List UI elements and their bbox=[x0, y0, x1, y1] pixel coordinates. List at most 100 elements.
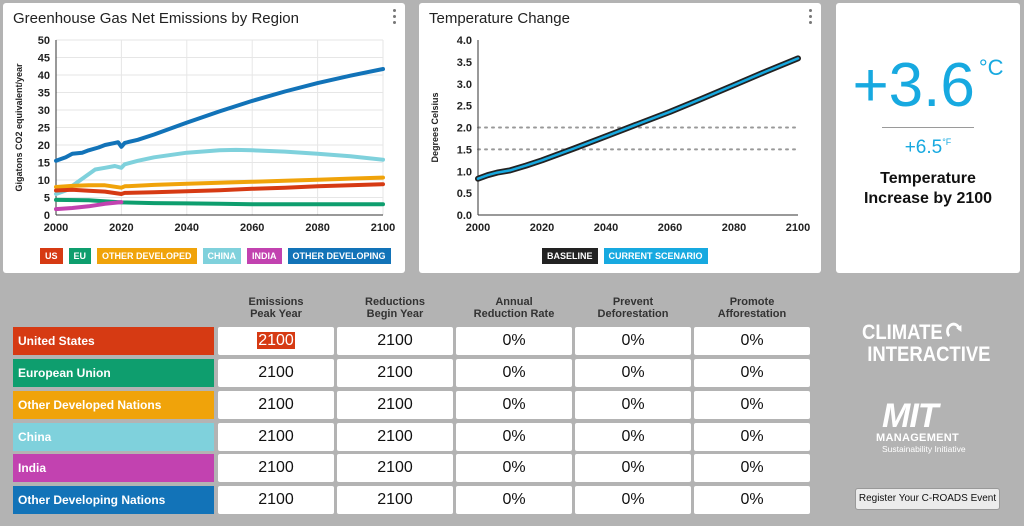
x-tick-label: 2060 bbox=[658, 222, 682, 234]
policy-input-cell[interactable]: 0% bbox=[694, 423, 810, 451]
mit-logo-line3: Sustainability Initiative bbox=[882, 444, 966, 454]
policy-input-cell[interactable]: 0% bbox=[575, 327, 691, 355]
x-tick-label: 2000 bbox=[44, 222, 68, 234]
policy-input-cell[interactable]: 0% bbox=[694, 391, 810, 419]
celsius-value: +3.6 bbox=[852, 51, 975, 120]
ci-logo-line2: INTERACTIVE bbox=[867, 343, 991, 366]
policy-input-cell[interactable]: 0% bbox=[456, 359, 572, 387]
refresh-arrow-icon bbox=[945, 322, 962, 338]
column-header: Emissions Peak Year bbox=[248, 296, 304, 320]
row-label: Other Developing Nations bbox=[13, 486, 214, 514]
row-label: China bbox=[13, 423, 214, 451]
column-header: Promote Afforestation bbox=[717, 296, 787, 320]
climate-interactive-logo: CLIMATE INTERACTIVE bbox=[862, 322, 990, 366]
y-tick-label: 20 bbox=[38, 140, 50, 152]
ghg-legend-item[interactable]: US bbox=[40, 248, 63, 264]
series-line-baseline bbox=[475, 55, 801, 182]
row-label: India bbox=[13, 454, 214, 482]
policy-table: Emissions Peak Year Reductions Begin Year An… bbox=[3, 289, 821, 522]
policy-input-cell[interactable]: 2100 bbox=[218, 359, 334, 387]
fahrenheit-value: +6.5 bbox=[904, 137, 943, 158]
y-tick-label: 2.5 bbox=[457, 101, 472, 113]
y-tick-label: 0 bbox=[44, 210, 50, 222]
policy-input-cell[interactable]: 0% bbox=[694, 454, 810, 482]
y-tick-label: 10 bbox=[38, 175, 50, 187]
policy-input-cell[interactable]: 2100 bbox=[218, 327, 334, 355]
policy-input-cell[interactable]: 0% bbox=[456, 327, 572, 355]
x-tick-label: 2100 bbox=[786, 222, 810, 234]
ghg-emissions-chart: 0 5 10 15 20 25 30 35 40 45 50 2000 2020 2040 2060 2080… bbox=[14, 35, 395, 234]
policy-input-cell[interactable]: 0% bbox=[575, 423, 691, 451]
y-tick-label: 15 bbox=[38, 158, 50, 170]
ghg-more-options-icon[interactable] bbox=[391, 9, 397, 27]
policy-input-cell[interactable]: 0% bbox=[694, 327, 810, 355]
y-tick-label: 45 bbox=[38, 53, 50, 65]
policy-input-cell[interactable]: 2100 bbox=[218, 391, 334, 419]
y-tick-label: 0.0 bbox=[457, 210, 472, 222]
temperature-increase-celsius: +3.6 °C bbox=[836, 55, 1020, 117]
policy-input-cell[interactable]: 2100 bbox=[218, 486, 334, 514]
celsius-unit: °C bbox=[978, 55, 1004, 80]
ghg-legend-item[interactable]: OTHER DEVELOPING bbox=[287, 248, 391, 264]
x-tick-label: 2040 bbox=[175, 222, 199, 234]
policy-input-cell[interactable]: 2100 bbox=[337, 359, 453, 387]
policy-input-cell[interactable]: 2100 bbox=[337, 454, 453, 482]
ghg-legend-item[interactable]: CHINA bbox=[202, 248, 242, 264]
fahrenheit-unit: °F bbox=[942, 137, 952, 147]
series-line-other-developed bbox=[54, 175, 385, 190]
column-header: Prevent Deforestation bbox=[597, 296, 669, 320]
policy-input-cell[interactable]: 0% bbox=[694, 359, 810, 387]
policy-input-cell[interactable]: 2100 bbox=[337, 423, 453, 451]
y-axis-label: Gigatons CO2 equivalent/year bbox=[14, 63, 24, 192]
series-line-other-developing bbox=[54, 67, 385, 163]
mit-logo-line2: MANAGEMENT bbox=[876, 432, 960, 444]
temp-more-options-icon[interactable] bbox=[807, 9, 813, 27]
row-label: European Union bbox=[13, 359, 214, 387]
temperature-increase-label: Temperature Increase by 2100 bbox=[863, 170, 993, 207]
policy-input-cell[interactable]: 2100 bbox=[337, 327, 453, 355]
policy-input-cell[interactable]: 2100 bbox=[218, 454, 334, 482]
y-tick-label: 30 bbox=[38, 105, 50, 117]
y-tick-label: 50 bbox=[38, 35, 50, 47]
temperature-panel: Temperature Change 0.0 0.5 1.0 1.5 2.0 2.5 3.0… bbox=[419, 3, 821, 273]
policy-input-cell[interactable]: 2100 bbox=[337, 391, 453, 419]
policy-input-cell[interactable]: 0% bbox=[456, 423, 572, 451]
ghg-legend-item[interactable]: OTHER DEVELOPED bbox=[97, 248, 197, 264]
column-header: Reductions Begin Year bbox=[365, 296, 425, 320]
temp-panel-title: Temperature Change bbox=[429, 10, 570, 27]
policy-input-cell[interactable]: 2100 bbox=[218, 423, 334, 451]
ghg-legend-item[interactable]: INDIA bbox=[247, 248, 282, 264]
x-tick-label: 2080 bbox=[305, 222, 329, 234]
x-tick-label: 2040 bbox=[594, 222, 618, 234]
y-axis-label: Degrees Celsius bbox=[430, 92, 440, 162]
policy-input-cell[interactable]: 2100 bbox=[337, 486, 453, 514]
series-line-us bbox=[54, 182, 385, 196]
divider bbox=[882, 127, 974, 128]
temp-legend-item[interactable]: BASELINE bbox=[542, 248, 598, 264]
temperature-increase-fahrenheit: +6.5°F bbox=[836, 137, 1020, 159]
policy-input-cell[interactable]: 0% bbox=[575, 454, 691, 482]
y-tick-label: 2.0 bbox=[457, 123, 472, 135]
series-line-india bbox=[54, 200, 124, 212]
series-line-china bbox=[54, 147, 385, 196]
selected-text[interactable]: 2100 bbox=[257, 332, 295, 349]
mit-logo-line1: MIT bbox=[882, 397, 939, 435]
policy-input-cell[interactable]: 0% bbox=[456, 391, 572, 419]
register-event-button[interactable]: Register Your C-ROADS Event bbox=[855, 488, 1000, 510]
temperature-increase-panel: +3.6 °C +6.5°F Temperature Increase by 21… bbox=[836, 3, 1020, 273]
row-label: Other Developed Nations bbox=[13, 391, 214, 419]
ghg-emissions-panel: Greenhouse Gas Net Emissions by Region 0… bbox=[3, 3, 405, 273]
y-tick-label: 4.0 bbox=[457, 35, 472, 47]
y-tick-label: 3.5 bbox=[457, 57, 472, 69]
policy-input-cell[interactable]: 0% bbox=[456, 486, 572, 514]
temp-legend-item[interactable]: CURRENT SCENARIO bbox=[603, 248, 708, 264]
policy-input-cell[interactable]: 0% bbox=[575, 391, 691, 419]
y-tick-label: 5 bbox=[44, 193, 50, 205]
ghg-legend: US EU OTHER DEVELOPED CHINA INDIA OTHER DEVEL… bbox=[40, 248, 391, 264]
policy-input-cell[interactable]: 0% bbox=[575, 359, 691, 387]
x-tick-label: 2080 bbox=[722, 222, 746, 234]
policy-input-cell[interactable]: 0% bbox=[694, 486, 810, 514]
ghg-legend-item[interactable]: EU bbox=[68, 248, 92, 264]
policy-input-cell[interactable]: 0% bbox=[456, 454, 572, 482]
policy-input-cell[interactable]: 0% bbox=[575, 486, 691, 514]
